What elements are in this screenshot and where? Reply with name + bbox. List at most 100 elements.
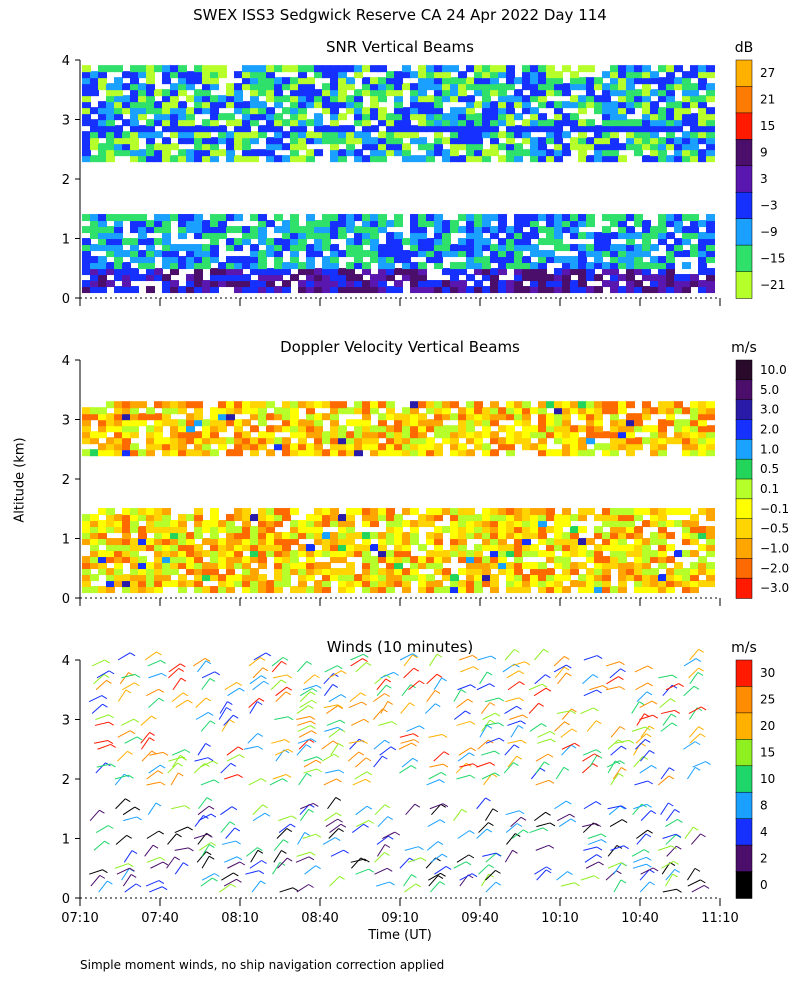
heat-cell bbox=[178, 562, 187, 570]
heat-cell bbox=[706, 83, 715, 91]
heat-cell bbox=[706, 580, 715, 588]
heat-cell bbox=[274, 238, 283, 246]
heat-cell bbox=[210, 556, 219, 564]
heat-cell bbox=[458, 113, 467, 121]
heat-cell bbox=[330, 556, 339, 564]
panel-1: SNR Vertical Beams01234dB27211593−3−9−15… bbox=[62, 38, 786, 307]
heat-cell bbox=[618, 119, 627, 127]
heat-cell bbox=[362, 220, 371, 228]
y-tick-label: 2 bbox=[62, 173, 70, 188]
heat-cell bbox=[434, 286, 443, 294]
heat-cell bbox=[602, 95, 611, 103]
heat-cell bbox=[594, 262, 603, 270]
heat-cell bbox=[626, 274, 635, 282]
heat-cell bbox=[498, 538, 507, 546]
wind-barb bbox=[249, 860, 262, 869]
heat-cell bbox=[658, 419, 667, 427]
heat-cell bbox=[498, 262, 507, 270]
heat-cell bbox=[106, 214, 115, 222]
heat-cell bbox=[474, 214, 483, 222]
heat-cell bbox=[90, 214, 99, 222]
heat-cell bbox=[474, 262, 483, 270]
heat-cell bbox=[570, 562, 579, 570]
heat-cell bbox=[354, 262, 363, 270]
heat-cell bbox=[618, 244, 627, 252]
wind-barb bbox=[323, 704, 338, 709]
heat-cell bbox=[514, 232, 523, 240]
heat-cell bbox=[410, 214, 419, 222]
heat-cell bbox=[378, 274, 387, 282]
heat-cell bbox=[162, 449, 171, 457]
heat-cell bbox=[122, 83, 131, 91]
heat-cell bbox=[378, 244, 387, 252]
heat-cell bbox=[394, 244, 403, 252]
heat-cell bbox=[674, 238, 683, 246]
wind-barb bbox=[479, 725, 488, 738]
wind-barb-tick bbox=[695, 658, 702, 663]
heat-cell bbox=[162, 119, 171, 127]
heat-cell bbox=[434, 544, 443, 552]
heat-cell bbox=[170, 65, 179, 73]
wind-barb bbox=[553, 656, 565, 667]
heat-cell bbox=[346, 538, 355, 546]
heat-cell bbox=[482, 407, 491, 415]
heat-cell bbox=[506, 532, 515, 540]
heat-cell bbox=[266, 286, 275, 294]
heat-cell bbox=[162, 226, 171, 234]
wind-barb bbox=[399, 765, 412, 774]
heat-cell bbox=[466, 155, 475, 163]
heat-cell bbox=[258, 443, 267, 451]
heat-cell bbox=[274, 520, 283, 528]
heat-cell bbox=[506, 286, 515, 294]
heat-cell bbox=[514, 586, 523, 594]
heat-cell bbox=[650, 538, 659, 546]
heat-cell bbox=[474, 514, 483, 522]
heat-cell bbox=[218, 562, 227, 570]
heat-cell bbox=[538, 101, 547, 109]
heat-cell bbox=[218, 580, 227, 588]
heat-cell bbox=[370, 401, 379, 409]
y-tick-label: 0 bbox=[62, 292, 70, 307]
heat-cell bbox=[642, 508, 651, 516]
heat-cell bbox=[610, 137, 619, 145]
wind-barb-tick bbox=[384, 804, 391, 809]
heat-cell bbox=[530, 113, 539, 121]
heat-cell bbox=[290, 143, 299, 151]
heat-cell bbox=[226, 137, 235, 145]
heat-cell bbox=[538, 532, 547, 540]
heat-cell bbox=[290, 431, 299, 439]
wind-barb bbox=[300, 802, 314, 810]
heat-cell bbox=[418, 437, 427, 445]
heat-cell bbox=[690, 214, 699, 222]
heat-cell bbox=[98, 125, 107, 133]
heat-cell bbox=[290, 83, 299, 91]
wind-barb-tick bbox=[99, 874, 106, 879]
wind-barb bbox=[329, 823, 342, 833]
heat-cell bbox=[442, 137, 451, 145]
heat-cell bbox=[122, 526, 131, 534]
wind-barb-tick bbox=[488, 873, 494, 878]
heat-cell bbox=[610, 101, 619, 109]
heat-cell bbox=[490, 407, 499, 415]
heat-cell bbox=[378, 586, 387, 594]
heat-cell bbox=[258, 431, 267, 439]
heat-cell bbox=[514, 131, 523, 139]
heat-cell bbox=[146, 131, 155, 139]
heat-cell bbox=[210, 538, 219, 546]
wind-barb-tick bbox=[621, 745, 627, 750]
wind-barb-tick bbox=[545, 811, 551, 816]
colorbar-label: −0.1 bbox=[760, 502, 789, 516]
wind-barb-tick bbox=[187, 826, 193, 831]
wind-barb-tick bbox=[339, 719, 346, 724]
heat-cell bbox=[154, 419, 163, 427]
heat-cell bbox=[346, 437, 355, 445]
heat-cell bbox=[82, 65, 91, 73]
heat-cell bbox=[498, 131, 507, 139]
heat-cell bbox=[690, 83, 699, 91]
heat-cell bbox=[98, 562, 107, 570]
wind-barb-tick bbox=[470, 747, 477, 752]
heat-cell bbox=[594, 95, 603, 103]
heat-cell bbox=[82, 143, 91, 151]
heat-cell bbox=[530, 425, 539, 433]
wind-barb bbox=[607, 760, 616, 774]
